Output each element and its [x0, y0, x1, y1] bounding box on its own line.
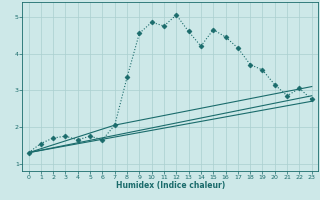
X-axis label: Humidex (Indice chaleur): Humidex (Indice chaleur) — [116, 181, 225, 190]
